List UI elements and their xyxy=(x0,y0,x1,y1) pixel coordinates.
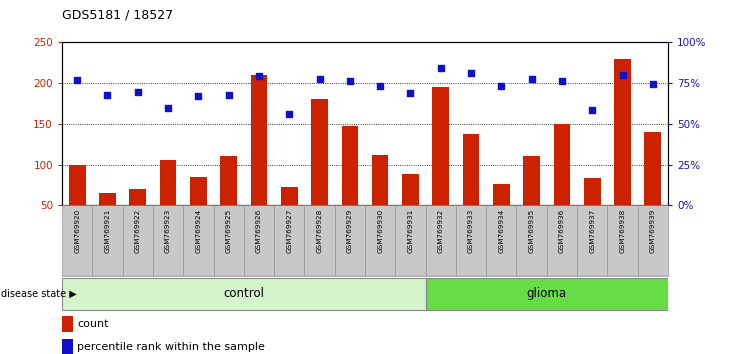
Text: GSM769925: GSM769925 xyxy=(226,209,231,253)
Point xyxy=(404,90,416,96)
Bar xyxy=(244,205,274,276)
Bar xyxy=(486,205,517,276)
Bar xyxy=(335,205,365,276)
Bar xyxy=(463,135,480,246)
Bar xyxy=(396,205,426,276)
Point xyxy=(586,107,598,113)
Bar xyxy=(584,178,601,246)
Text: percentile rank within the sample: percentile rank within the sample xyxy=(77,342,265,353)
Bar xyxy=(402,175,419,246)
Point xyxy=(314,76,326,82)
Bar xyxy=(183,205,214,276)
Bar xyxy=(365,205,396,276)
Text: GSM769929: GSM769929 xyxy=(347,209,353,253)
Text: disease state ▶: disease state ▶ xyxy=(1,289,77,299)
Bar xyxy=(250,75,267,246)
Point xyxy=(435,65,447,70)
Text: GSM769922: GSM769922 xyxy=(135,209,141,253)
Bar xyxy=(547,205,577,276)
Point xyxy=(617,72,629,78)
Bar xyxy=(274,205,304,276)
Bar xyxy=(304,205,335,276)
Text: GSM769928: GSM769928 xyxy=(317,209,323,253)
Point xyxy=(283,111,295,117)
Text: GSM769924: GSM769924 xyxy=(196,209,201,253)
Point xyxy=(223,93,234,98)
Bar xyxy=(577,205,607,276)
Point xyxy=(344,78,356,84)
Point xyxy=(132,89,144,95)
Bar xyxy=(493,184,510,246)
Point xyxy=(162,105,174,111)
Bar xyxy=(372,155,388,246)
Bar xyxy=(62,278,426,310)
Text: GSM769932: GSM769932 xyxy=(438,209,444,253)
Bar xyxy=(153,205,183,276)
Bar xyxy=(214,205,244,276)
Text: GSM769938: GSM769938 xyxy=(620,209,626,253)
Text: GSM769939: GSM769939 xyxy=(650,209,656,253)
Text: count: count xyxy=(77,319,109,330)
Bar xyxy=(342,126,358,246)
Text: GSM769935: GSM769935 xyxy=(529,209,534,253)
Bar xyxy=(190,177,207,246)
Bar xyxy=(129,189,146,246)
Bar xyxy=(638,205,668,276)
Point xyxy=(556,78,568,84)
Point xyxy=(526,76,537,82)
Point xyxy=(496,84,507,89)
Point xyxy=(647,81,658,87)
Point xyxy=(374,84,386,89)
Point xyxy=(193,93,204,99)
Text: GSM769923: GSM769923 xyxy=(165,209,171,253)
Bar xyxy=(426,278,668,310)
Text: GSM769927: GSM769927 xyxy=(286,209,292,253)
Text: GSM769926: GSM769926 xyxy=(256,209,262,253)
Point xyxy=(101,92,113,97)
Bar xyxy=(607,205,638,276)
Bar xyxy=(614,59,631,246)
Bar xyxy=(62,339,73,354)
Text: glioma: glioma xyxy=(527,287,566,300)
Text: GSM769934: GSM769934 xyxy=(499,209,504,253)
Text: GSM769921: GSM769921 xyxy=(104,209,110,253)
Bar xyxy=(432,87,449,246)
Bar xyxy=(645,132,661,246)
Bar xyxy=(93,205,123,276)
Text: GSM769937: GSM769937 xyxy=(589,209,595,253)
Point xyxy=(253,73,265,79)
Point xyxy=(72,77,83,83)
Bar xyxy=(99,193,116,246)
Point xyxy=(465,70,477,76)
Bar xyxy=(311,99,328,246)
Bar xyxy=(553,124,570,246)
Text: GSM769936: GSM769936 xyxy=(559,209,565,253)
Bar xyxy=(281,187,298,246)
Bar xyxy=(523,156,540,246)
Text: control: control xyxy=(223,287,264,300)
Bar xyxy=(456,205,486,276)
Text: GDS5181 / 18527: GDS5181 / 18527 xyxy=(62,8,173,21)
Bar xyxy=(62,205,93,276)
Bar xyxy=(69,165,85,246)
Bar xyxy=(517,205,547,276)
Bar xyxy=(62,316,73,332)
Text: GSM769933: GSM769933 xyxy=(468,209,474,253)
Bar xyxy=(426,205,456,276)
Bar xyxy=(160,160,177,246)
Text: GSM769930: GSM769930 xyxy=(377,209,383,253)
Text: GSM769931: GSM769931 xyxy=(407,209,413,253)
Bar xyxy=(220,156,237,246)
Bar xyxy=(123,205,153,276)
Text: GSM769920: GSM769920 xyxy=(74,209,80,253)
